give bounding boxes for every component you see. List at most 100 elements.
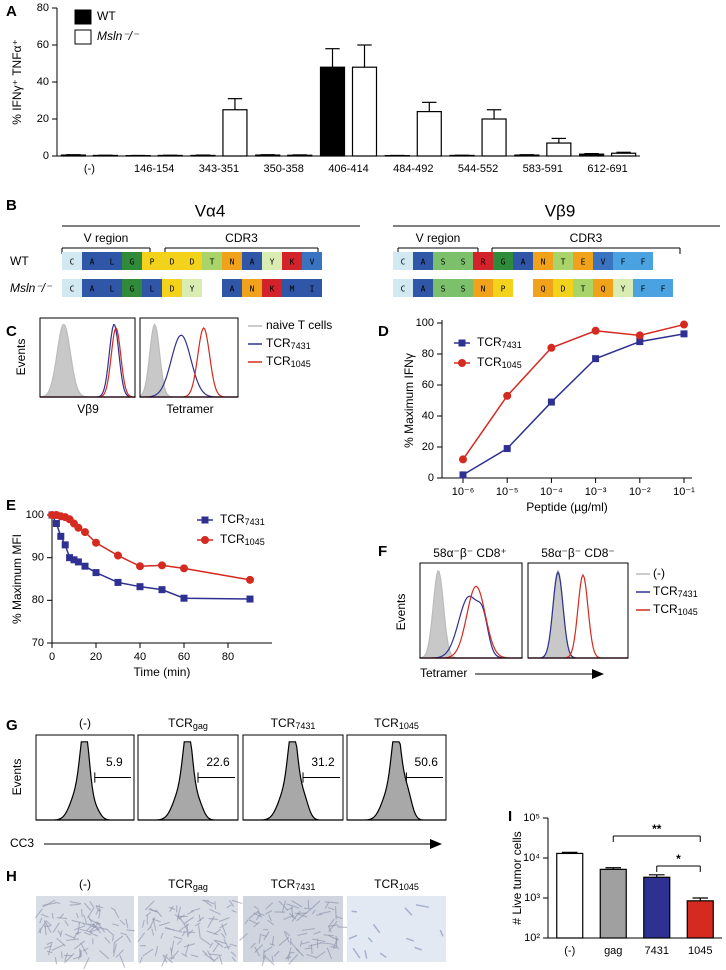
cell-shape bbox=[98, 909, 102, 919]
residue: G bbox=[130, 285, 135, 294]
residue-cell bbox=[162, 252, 182, 270]
residue: Q bbox=[601, 285, 606, 294]
residue-cell bbox=[453, 252, 473, 270]
data-point bbox=[547, 343, 556, 352]
residue: D bbox=[190, 258, 195, 267]
y-tick-label: 20 bbox=[422, 441, 434, 453]
x-tick-label: 10⁻⁶ bbox=[452, 486, 475, 498]
y-tick-label: 100 bbox=[26, 509, 44, 521]
histogram bbox=[138, 741, 238, 821]
cell-shape bbox=[212, 943, 220, 953]
cell-shape bbox=[74, 940, 86, 950]
cell-shape bbox=[158, 921, 170, 927]
cell-shape bbox=[139, 956, 143, 964]
cell-shape bbox=[82, 947, 89, 952]
residue-cell bbox=[62, 252, 82, 270]
data-point bbox=[114, 578, 122, 586]
data-point bbox=[92, 538, 100, 547]
cell-shape bbox=[88, 928, 100, 933]
bar bbox=[351, 66, 378, 157]
cell-shape bbox=[231, 909, 237, 913]
residue: P bbox=[501, 285, 506, 294]
cell-shape bbox=[187, 910, 195, 915]
residue: L bbox=[150, 285, 155, 294]
cell-shape bbox=[325, 901, 339, 904]
residue: T bbox=[561, 258, 566, 267]
cell-shape bbox=[226, 904, 232, 909]
residue: I bbox=[310, 285, 315, 294]
legend-label: TCR1045 bbox=[477, 355, 522, 370]
y-tick-label: 20 bbox=[37, 113, 49, 125]
cell-shape bbox=[284, 956, 292, 959]
residue-cell bbox=[302, 252, 322, 270]
cell-shape bbox=[87, 908, 95, 919]
legend-label: TCR1045 bbox=[266, 354, 311, 369]
x-tick-label: 40 bbox=[134, 651, 146, 663]
gate-value: 31.2 bbox=[311, 755, 335, 769]
data-point bbox=[81, 528, 89, 537]
cell-shape bbox=[250, 942, 256, 949]
data-point bbox=[66, 554, 74, 562]
cell-shape bbox=[115, 949, 124, 958]
residue-cell bbox=[533, 252, 553, 270]
cell-shape bbox=[149, 916, 156, 928]
cell-shape bbox=[303, 907, 311, 910]
cell-shape bbox=[313, 931, 321, 935]
error-bar bbox=[227, 98, 243, 110]
panel-letter: F bbox=[378, 543, 387, 560]
cell-shape bbox=[84, 902, 91, 911]
x-tick-label: 544-552 bbox=[458, 163, 498, 175]
residue-cell bbox=[433, 252, 453, 270]
text-main: TCR bbox=[168, 877, 193, 891]
residue-cell bbox=[62, 279, 82, 297]
cell-shape bbox=[299, 940, 303, 947]
data-point bbox=[459, 455, 467, 464]
cell-shape bbox=[154, 946, 159, 957]
data-point bbox=[503, 391, 512, 400]
bar bbox=[556, 852, 584, 939]
cell-shape bbox=[261, 934, 267, 938]
error-bar bbox=[486, 109, 502, 119]
y-tick-label: 60 bbox=[422, 379, 434, 391]
residue: N bbox=[541, 258, 546, 267]
x-tick-label: 10⁻² bbox=[629, 486, 651, 498]
cell-shape bbox=[89, 932, 99, 937]
cell-shape bbox=[89, 922, 100, 932]
cell-shape bbox=[254, 944, 264, 953]
residue-cell bbox=[202, 252, 222, 270]
cell-shape bbox=[273, 950, 280, 957]
x-tick-label: 484-492 bbox=[393, 163, 433, 175]
cell-shape bbox=[297, 932, 308, 937]
cell-shape bbox=[51, 912, 54, 919]
panel-letter: I bbox=[508, 808, 512, 825]
cell-shape bbox=[119, 954, 126, 968]
x-axis-label: Peptide (µg/ml) bbox=[526, 500, 608, 514]
cell-shape bbox=[352, 947, 361, 959]
cell-shape bbox=[64, 933, 76, 940]
cell-shape bbox=[239, 933, 248, 941]
y-tick-label: 0 bbox=[428, 472, 434, 484]
cell-shape bbox=[66, 938, 79, 942]
cell-shape bbox=[271, 935, 275, 946]
cell-shape bbox=[160, 932, 164, 939]
residue-cell bbox=[182, 279, 202, 297]
y-axis-label: % Maximum IFNγ bbox=[402, 353, 416, 448]
cell-shape bbox=[307, 900, 310, 909]
residue-cell bbox=[433, 279, 453, 297]
x-axis-label: CC3 bbox=[10, 836, 34, 850]
residue: P bbox=[150, 258, 155, 267]
cell-shape bbox=[316, 913, 323, 916]
cell-shape bbox=[284, 931, 291, 937]
cell-shape bbox=[315, 951, 326, 959]
bar bbox=[599, 868, 627, 939]
text-main: TCR bbox=[477, 355, 502, 369]
cell-shape bbox=[263, 946, 273, 953]
legend-label: TCR7431 bbox=[653, 584, 698, 599]
cell-shape bbox=[334, 906, 337, 920]
residue-cell bbox=[613, 252, 633, 270]
residue-cell bbox=[282, 252, 302, 270]
cell-shape bbox=[231, 956, 237, 962]
cell-shape bbox=[75, 931, 82, 935]
data-point bbox=[635, 331, 644, 340]
cell-shape bbox=[248, 910, 260, 920]
